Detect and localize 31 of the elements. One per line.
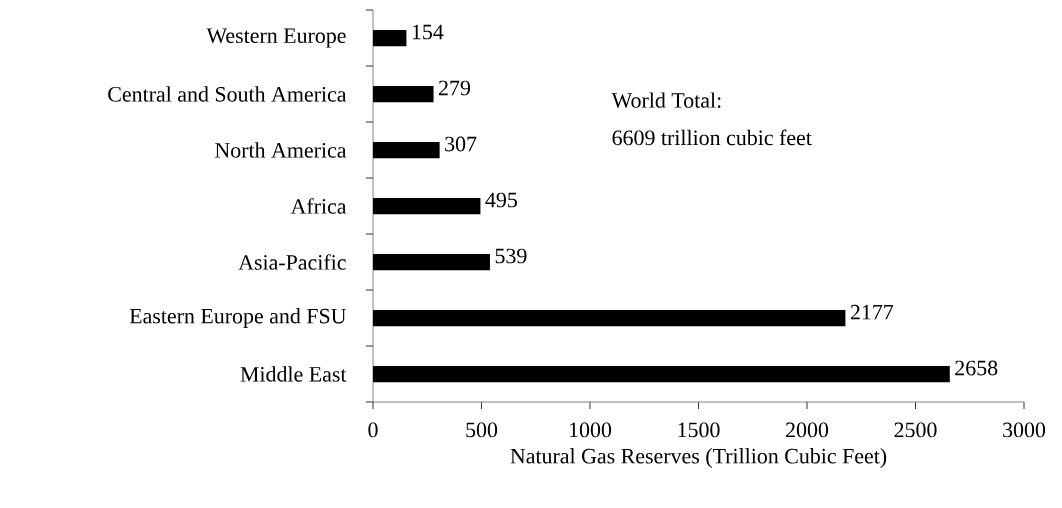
x-tick-label: 2500 [894,422,937,438]
y-tick-label: Asia-Pacific [238,254,346,270]
data-label: 495 [485,192,517,208]
data-label: 154 [412,24,444,40]
x-tick-label: 500 [466,422,498,438]
annotation: World Total: [611,92,721,108]
bar [373,253,490,271]
bar [373,197,481,215]
bar [373,309,846,327]
bar [373,141,440,159]
y-tick-label: Africa [290,198,347,214]
x-tick-label: 1500 [678,422,720,438]
x-tick-label: 3000 [1003,422,1046,438]
data-label: 2658 [955,360,998,376]
data-label: 307 [445,136,477,152]
y-tick-label: Middle East [240,366,347,382]
y-tick-label: Western Europe [206,28,346,48]
x-tick-label: 1000 [570,422,612,438]
x-tick-label: 2000 [786,422,829,438]
bar [373,85,434,103]
y-tick-label: Central and South America [108,86,347,102]
x-axis-title: Natural Gas Reserves (Trillion Cubic Feet) [510,448,887,468]
data-label: 279 [439,80,471,96]
data-label: 2177 [850,304,894,320]
data-label: 539 [495,248,527,264]
bar [373,29,407,47]
annotation: 6609 trillion cubic feet [612,129,812,146]
x-tick-label: 0 [368,422,378,438]
y-tick-label: Eastern Europe and FSU [129,308,347,328]
bar [373,365,950,383]
y-tick-label: North America [215,142,347,158]
